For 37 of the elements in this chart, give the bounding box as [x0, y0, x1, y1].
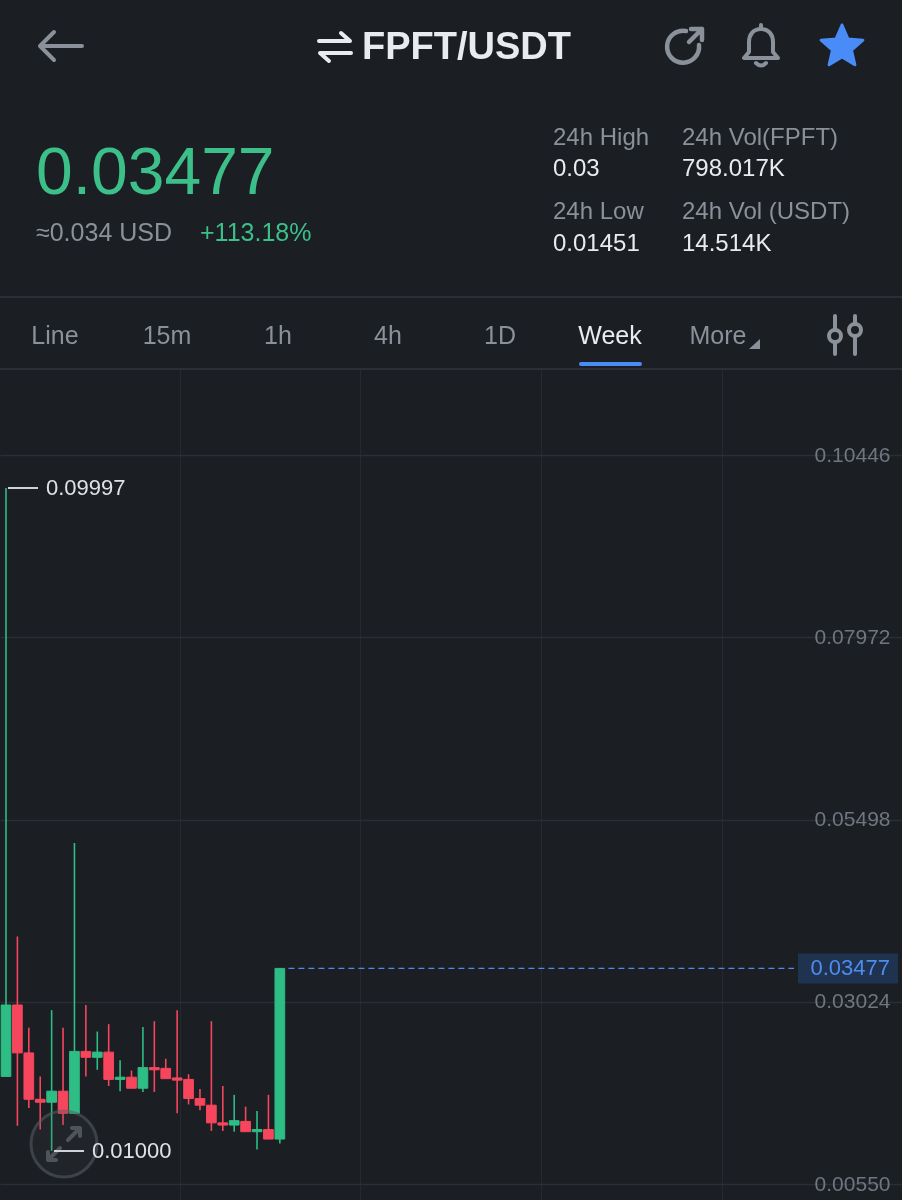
y-tick-label: 0.03024: [814, 989, 891, 1013]
text: +113.18%: [200, 217, 312, 246]
candlestick: [263, 1094, 274, 1140]
text: More: [689, 320, 747, 349]
candlestick: [228, 1094, 240, 1133]
text: 24h Vol(FPFT): [682, 123, 839, 151]
candlestick: [57, 1027, 69, 1126]
y-tick-label: 0.10446: [814, 442, 891, 466]
text: 0.03: [553, 154, 600, 182]
text: 24h Vol (USDT): [682, 197, 851, 225]
text: 24h Low: [553, 197, 644, 225]
text: 14.514K: [682, 229, 772, 257]
text: 1h: [264, 320, 292, 349]
y-tick-label: 0.07972: [814, 624, 891, 648]
candlestick: [137, 1026, 149, 1093]
annotation: 0.09997: [46, 475, 126, 501]
candlestick: [80, 1004, 92, 1078]
text: ≈0.034 USD: [36, 217, 173, 246]
text: 24h High: [553, 123, 650, 151]
text: 798.017K: [682, 154, 785, 182]
candlestick: [251, 1110, 263, 1151]
candlestick: [91, 1030, 103, 1071]
text: Week: [578, 320, 642, 349]
text: Line: [31, 320, 79, 349]
text: 0.01451: [553, 229, 640, 257]
y-tick-label: 0.05498: [814, 807, 891, 830]
text: 4h: [374, 320, 402, 349]
y-tick-label: 0.00550: [814, 1171, 891, 1195]
candlestick: [240, 1105, 251, 1133]
chart-title: FPFT/USDT: [362, 25, 571, 68]
annotation: 0.01000: [92, 1138, 172, 1164]
candlestick: [114, 1059, 126, 1092]
text: 0.03477: [36, 133, 275, 208]
ref-line-label: 0.03477: [810, 955, 890, 981]
text: 1D: [484, 320, 516, 349]
candlestick: [46, 1009, 57, 1152]
text: 15m: [142, 320, 192, 349]
